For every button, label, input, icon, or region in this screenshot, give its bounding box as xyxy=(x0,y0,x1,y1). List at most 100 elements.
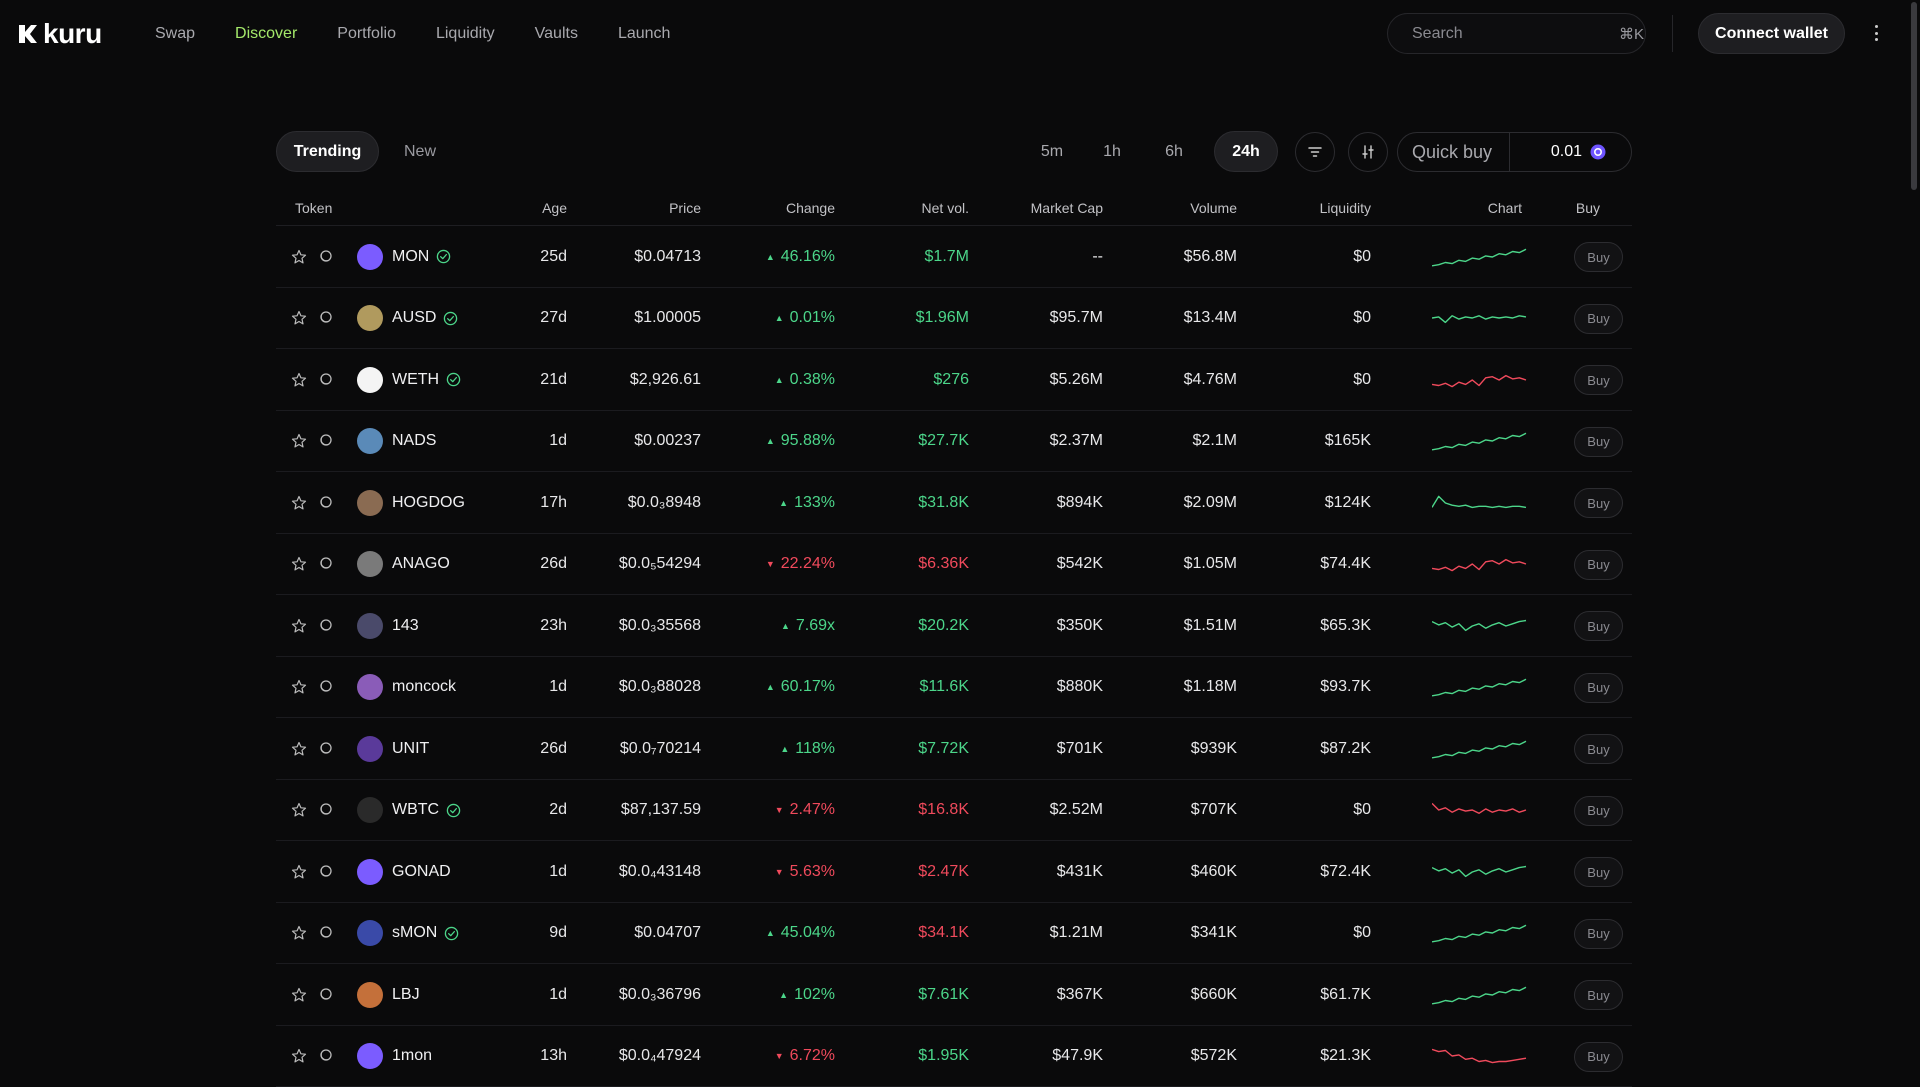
settings-button[interactable] xyxy=(1348,132,1388,172)
table-row[interactable]: 1mon 13h $0.0₄47924 ▼ 6.72% $1.95K $47.9… xyxy=(276,1026,1632,1087)
kuru-logo[interactable]: kuru xyxy=(17,18,117,50)
table-row[interactable]: ANAGO 26d $0.0₅54294 ▼ 22.24% $6.36K $54… xyxy=(276,534,1632,596)
token-cell[interactable]: 143 xyxy=(357,595,419,656)
token-cell[interactable]: WBTC xyxy=(357,780,461,841)
col-age[interactable]: Age xyxy=(542,200,567,216)
copy-address-button[interactable] xyxy=(317,903,333,964)
col-volume[interactable]: Volume xyxy=(1190,200,1237,216)
buy-button[interactable]: Buy xyxy=(1574,304,1623,334)
table-row[interactable]: LBJ 1d $0.0₃36796 ▲ 102% $7.61K $367K $6… xyxy=(276,964,1632,1026)
copy-address-button[interactable] xyxy=(317,411,333,472)
col-change[interactable]: Change xyxy=(786,200,835,216)
search-box[interactable]: ⌘K xyxy=(1387,13,1646,54)
buy-button[interactable]: Buy xyxy=(1574,427,1623,457)
buy-button[interactable]: Buy xyxy=(1574,673,1623,703)
favorite-button[interactable] xyxy=(291,226,307,287)
token-cell[interactable]: MON xyxy=(357,226,451,287)
favorite-button[interactable] xyxy=(291,534,307,595)
favorite-button[interactable] xyxy=(291,472,307,533)
copy-address-button[interactable] xyxy=(317,718,333,779)
more-menu-icon[interactable] xyxy=(1868,22,1884,44)
copy-address-button[interactable] xyxy=(317,534,333,595)
copy-address-button[interactable] xyxy=(317,964,333,1025)
token-cell[interactable]: UNIT xyxy=(357,718,429,779)
token-cell[interactable]: AUSD xyxy=(357,288,458,349)
buy-button[interactable]: Buy xyxy=(1574,1042,1623,1072)
col-price[interactable]: Price xyxy=(669,200,701,216)
copy-address-button[interactable] xyxy=(317,841,333,902)
favorite-button[interactable] xyxy=(291,964,307,1025)
token-cell[interactable]: moncock xyxy=(357,657,456,718)
favorite-button[interactable] xyxy=(291,349,307,410)
col-token[interactable]: Token xyxy=(295,200,332,216)
timeframe-5m[interactable]: 5m xyxy=(1026,131,1078,172)
token-cell[interactable]: NADS xyxy=(357,411,436,472)
nav-liquidity[interactable]: Liquidity xyxy=(416,25,515,43)
favorite-button[interactable] xyxy=(291,288,307,349)
favorite-button[interactable] xyxy=(291,780,307,841)
token-cell[interactable]: GONAD xyxy=(357,841,451,902)
nav-launch[interactable]: Launch xyxy=(598,25,691,43)
token-cell[interactable]: ANAGO xyxy=(357,534,450,595)
table-row[interactable]: HOGDOG 17h $0.0₃8948 ▲ 133% $31.8K $894K… xyxy=(276,472,1632,534)
buy-button[interactable]: Buy xyxy=(1574,242,1623,272)
timeframe-24h[interactable]: 24h xyxy=(1214,131,1278,172)
table-row[interactable]: sMON 9d $0.04707 ▲ 45.04% $34.1K $1.21M … xyxy=(276,903,1632,965)
buy-button[interactable]: Buy xyxy=(1574,857,1623,887)
buy-button[interactable]: Buy xyxy=(1574,365,1623,395)
tab-new[interactable]: New xyxy=(388,131,452,172)
copy-address-button[interactable] xyxy=(317,226,333,287)
timeframe-1h[interactable]: 1h xyxy=(1086,131,1138,172)
table-row[interactable]: UNIT 26d $0.0₇70214 ▲ 118% $7.72K $701K … xyxy=(276,718,1632,780)
copy-address-button[interactable] xyxy=(317,657,333,718)
buy-button[interactable]: Buy xyxy=(1574,611,1623,641)
nav-swap[interactable]: Swap xyxy=(135,25,215,43)
table-row[interactable]: NADS 1d $0.00237 ▲ 95.88% $27.7K $2.37M … xyxy=(276,411,1632,473)
token-cell[interactable]: WETH xyxy=(357,349,461,410)
favorite-button[interactable] xyxy=(291,841,307,902)
copy-address-button[interactable] xyxy=(317,1026,333,1087)
table-row[interactable]: 143 23h $0.0₃35568 ▲ 7.69x $20.2K $350K … xyxy=(276,595,1632,657)
copy-address-button[interactable] xyxy=(317,780,333,841)
favorite-button[interactable] xyxy=(291,411,307,472)
nav-vaults[interactable]: Vaults xyxy=(515,25,598,43)
nav-discover[interactable]: Discover xyxy=(215,25,317,43)
favorite-button[interactable] xyxy=(291,657,307,718)
col-net-vol[interactable]: Net vol. xyxy=(922,200,969,216)
table-row[interactable]: WETH 21d $2,926.61 ▲ 0.38% $276 $5.26M $… xyxy=(276,349,1632,411)
token-cell[interactable]: 1mon xyxy=(357,1026,432,1087)
table-row[interactable]: moncock 1d $0.0₃88028 ▲ 60.17% $11.6K $8… xyxy=(276,657,1632,719)
table-row[interactable]: GONAD 1d $0.0₄43148 ▼ 5.63% $2.47K $431K… xyxy=(276,841,1632,903)
filter-button[interactable] xyxy=(1295,132,1335,172)
copy-address-button[interactable] xyxy=(317,595,333,656)
copy-address-button[interactable] xyxy=(317,472,333,533)
col-liquidity[interactable]: Liquidity xyxy=(1320,200,1371,216)
search-input[interactable] xyxy=(1412,25,1619,43)
table-row[interactable]: AUSD 27d $1.00005 ▲ 0.01% $1.96M $95.7M … xyxy=(276,288,1632,350)
quick-buy-amount-input[interactable] xyxy=(1510,143,1590,161)
buy-button[interactable]: Buy xyxy=(1574,796,1623,826)
token-cell[interactable]: sMON xyxy=(357,903,459,964)
buy-button[interactable]: Buy xyxy=(1574,488,1623,518)
timeframe-6h[interactable]: 6h xyxy=(1148,131,1200,172)
nav-portfolio[interactable]: Portfolio xyxy=(317,25,416,43)
scrollbar-thumb[interactable] xyxy=(1911,2,1917,190)
favorite-button[interactable] xyxy=(291,595,307,656)
token-cell[interactable]: HOGDOG xyxy=(357,472,465,533)
scrollbar[interactable] xyxy=(1910,0,1918,1080)
tab-trending[interactable]: Trending xyxy=(276,131,379,172)
table-row[interactable]: WBTC 2d $87,137.59 ▼ 2.47% $16.8K $2.52M… xyxy=(276,780,1632,842)
buy-button[interactable]: Buy xyxy=(1574,734,1623,764)
buy-button[interactable]: Buy xyxy=(1574,550,1623,580)
copy-address-button[interactable] xyxy=(317,349,333,410)
connect-wallet-button[interactable]: Connect wallet xyxy=(1698,13,1845,54)
favorite-button[interactable] xyxy=(291,903,307,964)
token-cell[interactable]: LBJ xyxy=(357,964,420,1025)
table-row[interactable]: MON 25d $0.04713 ▲ 46.16% $1.7M -- $56.8… xyxy=(276,226,1632,288)
col-market-cap[interactable]: Market Cap xyxy=(1031,200,1103,216)
copy-address-button[interactable] xyxy=(317,288,333,349)
buy-button[interactable]: Buy xyxy=(1574,919,1623,949)
favorite-button[interactable] xyxy=(291,718,307,779)
buy-button[interactable]: Buy xyxy=(1574,980,1623,1010)
favorite-button[interactable] xyxy=(291,1026,307,1087)
